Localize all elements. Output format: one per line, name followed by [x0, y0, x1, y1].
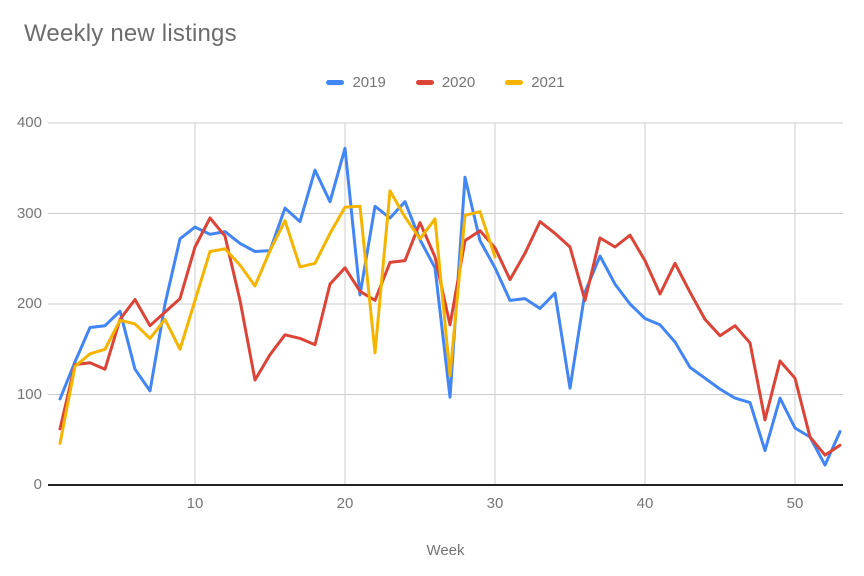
y-tick-label-400: 400 — [16, 114, 42, 131]
y-tick-label-0: 0 — [33, 476, 42, 493]
legend-label: 2021 — [531, 74, 565, 91]
x-tick-label-10: 10 — [186, 495, 204, 512]
legend-swatch-icon — [415, 80, 434, 85]
x-tick-label-30: 30 — [486, 495, 504, 512]
legend-swatch-icon — [505, 80, 524, 85]
y-tick-label-200: 200 — [16, 295, 42, 312]
series-line-2021 — [58, 189, 497, 445]
legend-label: 2019 — [352, 74, 386, 91]
x-tick-label-20: 20 — [336, 495, 354, 512]
series-line-2020 — [58, 216, 842, 457]
y-tick-label-100: 100 — [16, 385, 42, 403]
legend-item-2021: 2021 — [505, 74, 565, 91]
legend-swatch-icon — [326, 80, 345, 85]
legend-label: 2020 — [441, 74, 476, 91]
x-tick-label-50: 50 — [786, 495, 804, 512]
series-lines — [58, 146, 842, 467]
y-tick-label-300: 300 — [16, 204, 42, 222]
legend: 2019 2020 2021 — [48, 74, 843, 91]
series-line-2019 — [58, 146, 842, 467]
x-tick-label-40: 40 — [636, 495, 654, 512]
x-axis-title: Week — [426, 542, 465, 559]
legend-item-2020: 2020 — [415, 74, 476, 91]
legend-item-2019: 2019 — [326, 74, 386, 91]
chart-title: Weekly new listings — [24, 20, 237, 47]
